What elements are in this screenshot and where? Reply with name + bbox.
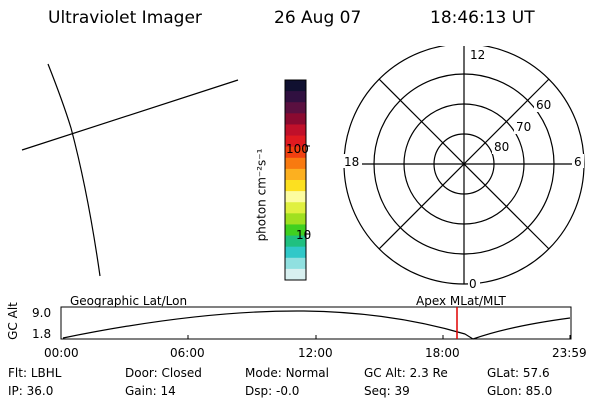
colorbar-tick-10: 10 bbox=[296, 228, 312, 242]
timeline-xtick-0600: 06:00 bbox=[170, 346, 205, 360]
status-glat: GLat: 57.6 bbox=[487, 366, 550, 380]
colorbar-segment bbox=[285, 246, 306, 259]
colorbar-unit-label: photon cm⁻²s⁻¹ bbox=[254, 148, 269, 242]
altitude-curve bbox=[62, 310, 571, 340]
date-label: 26 Aug 07 bbox=[274, 8, 362, 28]
status-glon: GLon: 85.0 bbox=[487, 384, 553, 398]
status-seq: Seq: 39 bbox=[364, 384, 410, 398]
colorbar-segment bbox=[285, 113, 306, 125]
colorbar-segment bbox=[285, 124, 306, 137]
colorbar-segment bbox=[285, 80, 306, 92]
latitude-line bbox=[21, 79, 239, 151]
colorbar-segment bbox=[285, 146, 306, 159]
status-ip: IP: 36.0 bbox=[8, 384, 54, 398]
status-gain: Gain: 14 bbox=[125, 384, 176, 398]
lat-label-60: 60 bbox=[536, 98, 551, 112]
colorbar-segment bbox=[285, 135, 306, 148]
colorbar-segment bbox=[285, 213, 306, 225]
colorbar-segment bbox=[285, 168, 306, 181]
lat-label-80: 80 bbox=[494, 140, 509, 154]
clock-label-left: 18 bbox=[344, 155, 359, 169]
timeline-xtick-2359: 23:59 bbox=[552, 346, 587, 360]
status-door: Door: Closed bbox=[125, 366, 202, 380]
time-label: 18:46:13 UT bbox=[430, 8, 535, 28]
colorbar-segment bbox=[285, 202, 306, 214]
colorbar-segment bbox=[285, 191, 306, 203]
polar-plot: 12 18 6 0 60 70 80 bbox=[342, 46, 585, 291]
colorbar-segment bbox=[285, 235, 306, 248]
colorbar-segment bbox=[285, 91, 306, 103]
timeline-ytick-bottom: 1.8 bbox=[32, 327, 52, 341]
status-flt: Flt: LBHL bbox=[8, 366, 62, 380]
status-mode: Mode: Normal bbox=[245, 366, 329, 380]
status-dsp: Dsp: -0.0 bbox=[245, 384, 300, 398]
colorbar-segment bbox=[285, 257, 306, 270]
timeline-plot bbox=[60, 306, 572, 340]
clock-label-bottom: 0 bbox=[469, 277, 477, 291]
clock-label-top: 12 bbox=[470, 48, 485, 62]
colorbar-segment bbox=[285, 180, 306, 192]
timeline-right-label: Apex MLat/MLT bbox=[416, 294, 506, 308]
status-gcalt: GC Alt: 2.3 Re bbox=[364, 366, 448, 380]
timeline-axis-label: GC Alt bbox=[5, 302, 20, 340]
timeline-xtick-1200: 12:00 bbox=[298, 346, 333, 360]
lat-label-70: 70 bbox=[516, 120, 531, 134]
colorbar-frame bbox=[284, 79, 307, 281]
instrument-title: Ultraviolet Imager bbox=[48, 8, 202, 28]
colorbar-segment bbox=[285, 102, 306, 114]
clock-label-right: 6 bbox=[574, 155, 582, 169]
colorbar-gradient bbox=[285, 80, 306, 281]
meridian-line bbox=[47, 63, 101, 277]
colorbar-segment bbox=[285, 157, 306, 170]
timeline-left-label: Geographic Lat/Lon bbox=[70, 294, 188, 308]
timeline-xtick-1800: 18:00 bbox=[425, 346, 460, 360]
colorbar bbox=[284, 79, 310, 281]
colorbar-segment bbox=[285, 268, 306, 281]
timeline-xtick-0000: 00:00 bbox=[44, 346, 79, 360]
timeline-ytick-top: 9.0 bbox=[32, 306, 52, 320]
colorbar-segment bbox=[285, 224, 306, 237]
colorbar-ticks bbox=[306, 145, 310, 235]
polar-diagonal-2 bbox=[378, 78, 550, 250]
colorbar-tick-100: 100 bbox=[286, 142, 309, 156]
geographic-lines-panel bbox=[21, 63, 239, 277]
